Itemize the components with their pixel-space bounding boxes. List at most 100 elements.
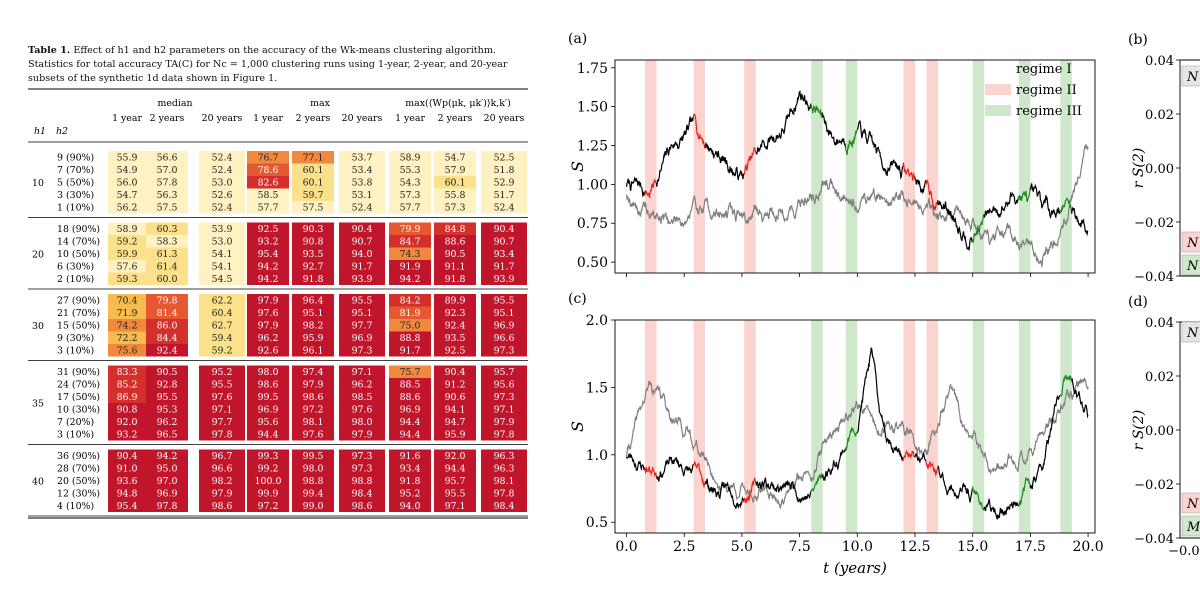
table-cell: 53.4 [352,165,373,176]
y-tick-label: −0.02 [1134,478,1174,493]
column-subheader: 1 year [112,113,142,124]
table-cell-bg [389,487,431,500]
table-cell: 95.9 [445,429,466,440]
table-cell: 95.5 [352,295,373,306]
table-cell-bg [292,428,334,441]
table-cell-bg [339,247,385,260]
table-cell-bg [434,306,476,319]
table-cell-bg [339,428,385,441]
table-cell: 52.4 [212,202,233,213]
h2-value: 9 (30%) [57,333,94,344]
table-cell-bg [146,235,188,248]
table-cell-bg [339,188,385,201]
series-line-regime-I [704,141,745,181]
column-subheader: 20 years [342,113,383,124]
table-cell: 88.6 [445,236,466,247]
table-cell: 92.5 [445,345,466,356]
table-cell: 57.5 [303,202,324,213]
y-tick-label: 1.0 [586,448,608,464]
regime-III-band [1060,320,1072,533]
table-cell-bg [146,428,188,441]
table-cell: 53.0 [212,236,233,247]
table-cell-bg [434,415,476,428]
y-tick-label: 0.75 [577,216,608,232]
series-line-regime-I [1029,183,1061,219]
x-axis-label: t (years) [823,559,887,577]
group-header: max(⟨Wp(μk, μk′)⟩k,k′) [405,98,510,109]
table-cell: 97.3 [352,451,373,462]
table-cell-bg [247,176,289,189]
regime-II-band [645,320,657,533]
series-line-regime-I [821,448,847,482]
table-cell: 98.2 [303,320,324,331]
panel-label: (c) [568,291,587,307]
y-axis-label: r S(2) [1131,148,1147,189]
legend-entry: regime I [1016,62,1072,77]
table-cell: 51.7 [494,190,515,201]
table-cell: 98.0 [258,367,279,378]
table-cell-bg [108,331,146,344]
table-cell-bg [339,344,385,357]
table-cell-bg [434,151,476,164]
table-cell: 52.4 [352,202,373,213]
table-cell-bg [389,415,431,428]
table-cell: 91.1 [445,261,466,272]
table-cell-bg [247,378,289,391]
table-cell-bg [247,415,289,428]
table-cell-bg [389,449,431,462]
table-cell-bg [292,294,334,307]
table-cell-bg [292,499,334,512]
table-cell: 97.8 [494,429,515,440]
table-cell: 96.4 [303,295,324,306]
table-cell-bg [481,462,527,475]
table-cell-bg [199,462,245,475]
table-cell: 74.3 [400,249,421,260]
table-cell: 98.8 [303,476,324,487]
table-cell: 57.7 [258,202,279,213]
table-cell-bg [108,474,146,487]
regime-III-band [845,60,858,273]
table-cell: 98.4 [352,488,373,499]
legend-badge [1181,515,1200,537]
table-cell: 84.2 [400,295,421,306]
table-cell: 95.4 [117,501,138,512]
table-cell: 61.3 [157,249,178,260]
table-cell-bg [481,449,527,462]
table-cell: 78.6 [258,165,279,176]
table-cell-bg [146,415,188,428]
table-cell-bg [434,176,476,189]
table-cell: 98.1 [303,417,324,428]
series-group [625,90,1089,268]
regime-III-band [811,320,823,533]
table-cell: 57.5 [157,202,178,213]
table-cell: 96.6 [494,333,515,344]
table-cell-bg [108,247,146,260]
table-cell-bg [481,390,527,403]
table-cell-bg [339,235,385,248]
table-cell-bg [339,415,385,428]
column-subheader: 20 years [202,113,243,124]
table-cell-bg [481,474,527,487]
y-tick-label: 1.75 [577,61,608,77]
table-cell: 95.9 [303,333,324,344]
table-cell-bg [292,487,334,500]
table-cell-bg [146,449,188,462]
series-line-regime-II [692,460,706,489]
table-cell-bg [247,272,289,285]
table-cell-bg [389,306,431,319]
regime-III-band [1060,60,1072,273]
table-cell-bg [108,235,146,248]
h2-value: 17 (50%) [57,392,100,403]
h2-value: 15 (50%) [57,320,100,331]
table-cell: 92.7 [303,261,324,272]
table-cell-bg [292,151,334,164]
table-cell-bg [389,247,431,260]
table-cell: 97.2 [303,404,324,415]
legend-entry: regime III [1016,104,1082,119]
table-cell-bg [339,403,385,416]
table-cell-bg [339,222,385,235]
table-cell: 95.2 [400,488,421,499]
table-cell: 91.6 [400,451,421,462]
row-header-h2: h2 [56,126,68,137]
results-table: median max max(⟨Wp(μk, μk′)⟩k,k′) 1 year 2 y… [28,88,528,519]
